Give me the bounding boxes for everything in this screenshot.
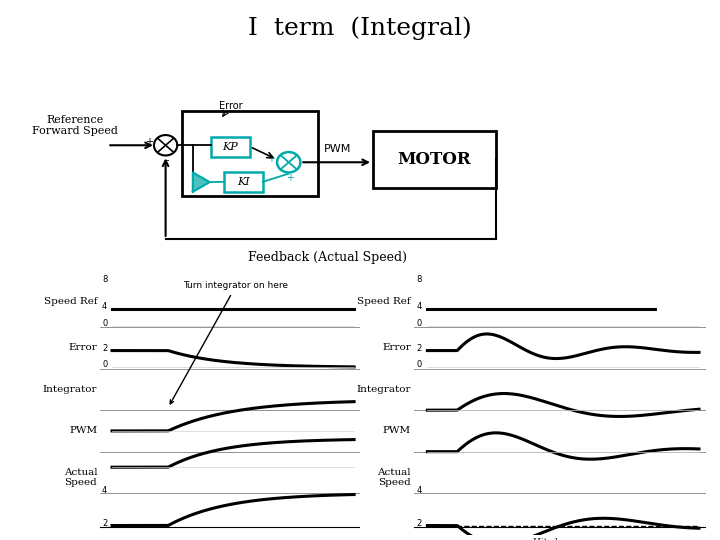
Text: 4: 4 bbox=[102, 486, 107, 495]
Text: 8: 8 bbox=[416, 275, 422, 284]
Bar bbox=[181, 111, 318, 197]
Text: PWM: PWM bbox=[69, 427, 97, 435]
Text: 2: 2 bbox=[416, 343, 422, 353]
Text: 0: 0 bbox=[102, 360, 107, 369]
Text: 2: 2 bbox=[102, 343, 107, 353]
Text: Error: Error bbox=[219, 100, 242, 111]
Text: Error: Error bbox=[382, 343, 411, 353]
Text: Speed Ref: Speed Ref bbox=[44, 297, 97, 306]
Text: +: + bbox=[266, 154, 274, 164]
Text: Actual
Speed: Actual Speed bbox=[377, 468, 411, 487]
Text: Error: Error bbox=[68, 343, 97, 353]
Text: PWM: PWM bbox=[323, 144, 351, 154]
Text: 2: 2 bbox=[102, 518, 107, 528]
Text: 4: 4 bbox=[102, 302, 107, 311]
Bar bbox=[373, 131, 496, 188]
Text: Hits bump: Hits bump bbox=[533, 538, 580, 540]
Text: KP: KP bbox=[222, 141, 238, 152]
Text: 4: 4 bbox=[416, 486, 422, 495]
Bar bbox=[211, 137, 250, 157]
Text: Integrator: Integrator bbox=[356, 385, 411, 394]
Text: 8: 8 bbox=[102, 275, 107, 284]
Text: I  term  (Integral): I term (Integral) bbox=[248, 16, 472, 40]
Text: Feedback (Actual Speed): Feedback (Actual Speed) bbox=[248, 251, 407, 264]
Text: PWM: PWM bbox=[383, 427, 411, 435]
Text: Reference
Forward Speed: Reference Forward Speed bbox=[32, 114, 118, 136]
Text: Turn integrator on here: Turn integrator on here bbox=[170, 281, 289, 404]
Text: Speed Ref: Speed Ref bbox=[357, 297, 411, 306]
Text: +: + bbox=[286, 173, 294, 183]
Text: MOTOR: MOTOR bbox=[397, 151, 472, 168]
Bar bbox=[224, 172, 263, 192]
Text: 2: 2 bbox=[416, 518, 422, 528]
Text: -: - bbox=[165, 155, 168, 165]
Text: 0: 0 bbox=[416, 360, 422, 369]
Text: KI: KI bbox=[237, 177, 250, 187]
Polygon shape bbox=[193, 172, 210, 192]
Text: Integrator: Integrator bbox=[42, 385, 97, 394]
Text: 4: 4 bbox=[416, 302, 422, 311]
Text: 0: 0 bbox=[102, 319, 107, 328]
Text: Actual
Speed: Actual Speed bbox=[63, 468, 97, 487]
Text: 0: 0 bbox=[416, 319, 422, 328]
Text: +: + bbox=[145, 137, 153, 147]
